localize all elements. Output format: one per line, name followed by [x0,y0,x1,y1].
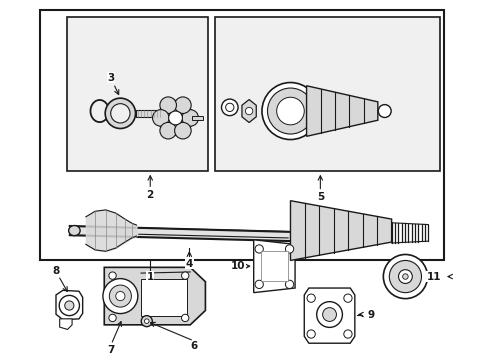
Circle shape [105,98,135,129]
Polygon shape [60,319,72,329]
Circle shape [109,272,116,279]
Circle shape [109,285,131,307]
Text: 6: 6 [190,341,197,351]
Polygon shape [306,86,377,136]
Circle shape [285,280,293,288]
Circle shape [109,314,116,321]
Polygon shape [191,116,203,120]
Circle shape [398,270,411,283]
Polygon shape [304,288,354,343]
Circle shape [255,245,263,253]
Circle shape [267,88,313,134]
Polygon shape [242,100,256,122]
Polygon shape [56,291,82,320]
Circle shape [174,97,191,113]
Text: 2: 2 [146,190,154,200]
Circle shape [144,319,149,323]
Circle shape [158,100,193,135]
Circle shape [322,308,336,321]
Circle shape [141,316,152,327]
Text: 7: 7 [107,345,115,355]
Bar [67,17,207,171]
Circle shape [174,122,191,139]
Circle shape [168,111,182,125]
Polygon shape [104,267,205,325]
Circle shape [225,103,233,112]
Polygon shape [290,201,391,260]
Text: 3: 3 [107,73,115,83]
Polygon shape [253,240,294,293]
Circle shape [160,97,176,113]
Circle shape [181,314,188,321]
Circle shape [285,245,293,253]
Bar [214,17,439,171]
Text: 8: 8 [52,266,60,276]
Circle shape [402,274,407,279]
Circle shape [262,82,318,140]
Text: 11: 11 [426,271,440,282]
Circle shape [276,97,304,125]
Circle shape [378,105,390,117]
Circle shape [116,292,125,301]
Circle shape [343,294,351,302]
Polygon shape [136,110,162,117]
Bar [261,251,287,281]
Circle shape [245,107,252,115]
Circle shape [306,330,315,338]
Text: 5: 5 [316,193,324,202]
Circle shape [255,280,263,288]
Circle shape [306,294,315,302]
Circle shape [221,99,238,116]
Ellipse shape [68,225,80,236]
Circle shape [383,255,427,298]
Text: 9: 9 [366,310,374,320]
Text: 10: 10 [231,261,245,271]
Circle shape [181,272,188,279]
Bar [141,279,186,316]
Circle shape [152,110,169,126]
Circle shape [343,330,351,338]
Circle shape [102,279,138,314]
Text: 4: 4 [185,259,193,269]
Circle shape [64,301,74,310]
Circle shape [388,260,421,293]
Text: 1: 1 [146,271,154,282]
Circle shape [59,296,79,316]
Circle shape [182,110,198,126]
Circle shape [316,302,342,327]
Bar [40,10,444,260]
Circle shape [110,104,130,123]
Circle shape [160,122,176,139]
